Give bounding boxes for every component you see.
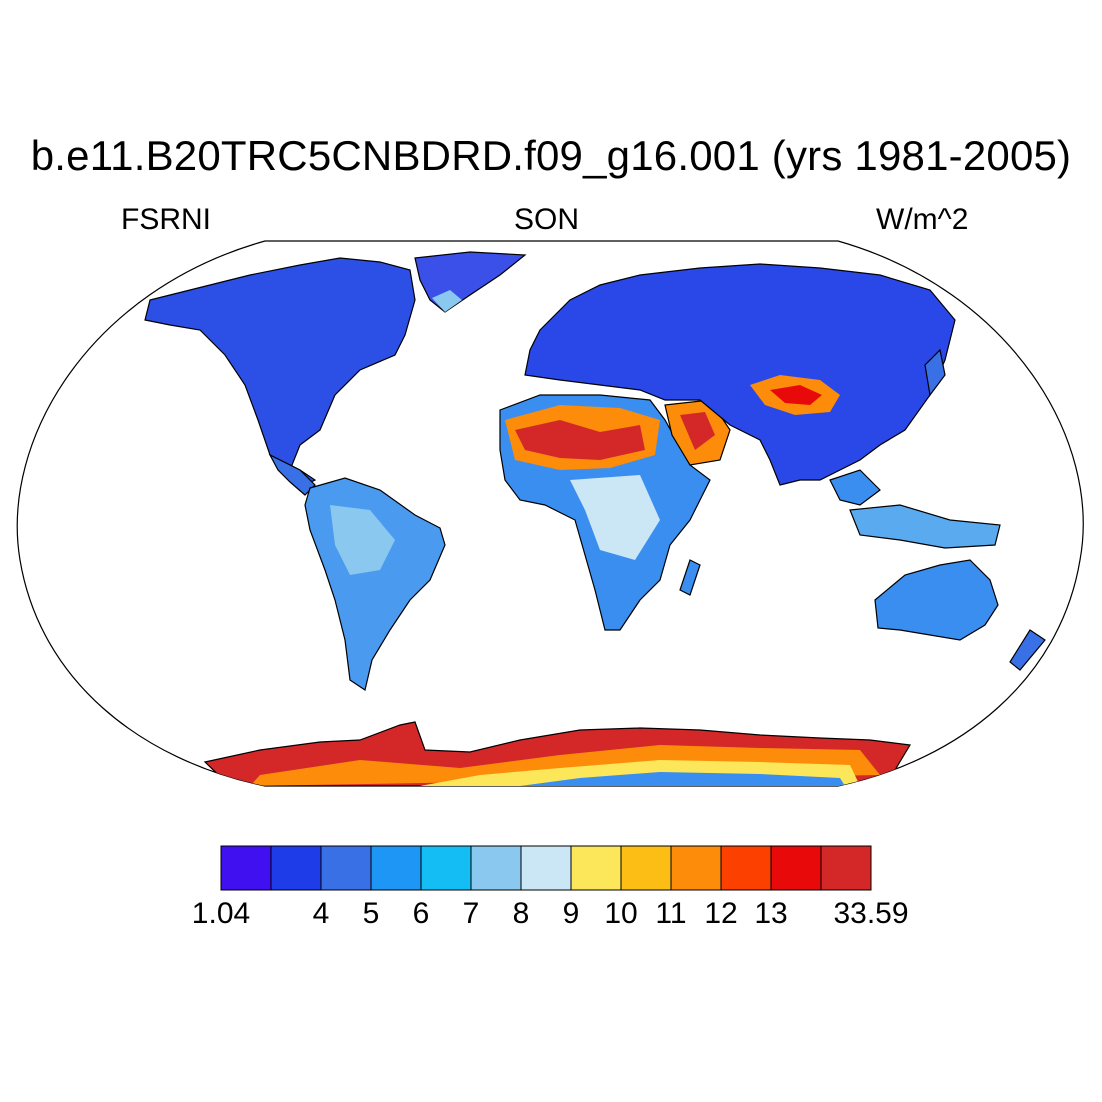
colorbar-swatch — [270, 845, 322, 891]
colorbar-tick-label: 1.04 — [191, 897, 251, 930]
plot-title: b.e11.B20TRC5CNBDRD.f09_g16.001 (yrs 198… — [30, 132, 1072, 179]
central-america — [268, 453, 316, 496]
colorbar-swatch — [820, 845, 872, 891]
colorbar-tick-label: 5 — [362, 897, 380, 930]
colorbar-swatch — [570, 845, 622, 891]
colorbar-swatch — [670, 845, 722, 891]
colorbar-swatch — [770, 845, 822, 891]
colorbar-swatch — [420, 845, 472, 891]
colorbar-swatch — [520, 845, 572, 891]
north-america — [144, 257, 416, 486]
colorbar-swatch — [370, 845, 422, 891]
madagascar — [679, 559, 701, 596]
tibet-core — [770, 385, 822, 405]
colorbar-swatch — [720, 845, 772, 891]
colorbar-tick-label: 7 — [462, 897, 480, 930]
indonesia — [849, 504, 1001, 549]
colorbar-tick-label: 33.59 — [833, 897, 909, 930]
colorbar-swatch — [470, 845, 522, 891]
colorbar-swatch — [220, 845, 272, 891]
antarctica-interior — [520, 772, 845, 786]
colorbar-tick-label: 9 — [562, 897, 580, 930]
colorbar-tick-label: 8 — [512, 897, 530, 930]
south-america-interior — [330, 505, 395, 575]
colorbar-swatch — [320, 845, 372, 891]
colorbar-tick-label: 13 — [754, 897, 788, 930]
units-label: W/m^2 — [876, 203, 969, 236]
colorbar-tick-label: 6 — [412, 897, 430, 930]
colorbar-tick-label: 10 — [604, 897, 638, 930]
new-zealand — [1009, 629, 1046, 671]
season-label: SON — [514, 203, 580, 236]
japan — [924, 348, 946, 397]
colorbar-tick-label: 4 — [312, 897, 330, 930]
africa-sahel — [570, 475, 660, 560]
greenland-coast — [432, 290, 462, 312]
colorbar-swatch — [620, 845, 672, 891]
arabia-core — [680, 412, 715, 450]
eurasia — [524, 263, 956, 486]
australia — [874, 559, 999, 641]
southeast-asia — [829, 469, 881, 506]
colorbar-tick-label: 11 — [655, 897, 687, 930]
colorbar-tick-label: 12 — [704, 897, 738, 930]
sahara-core — [515, 420, 645, 460]
variable-label: FSRNI — [121, 203, 211, 236]
